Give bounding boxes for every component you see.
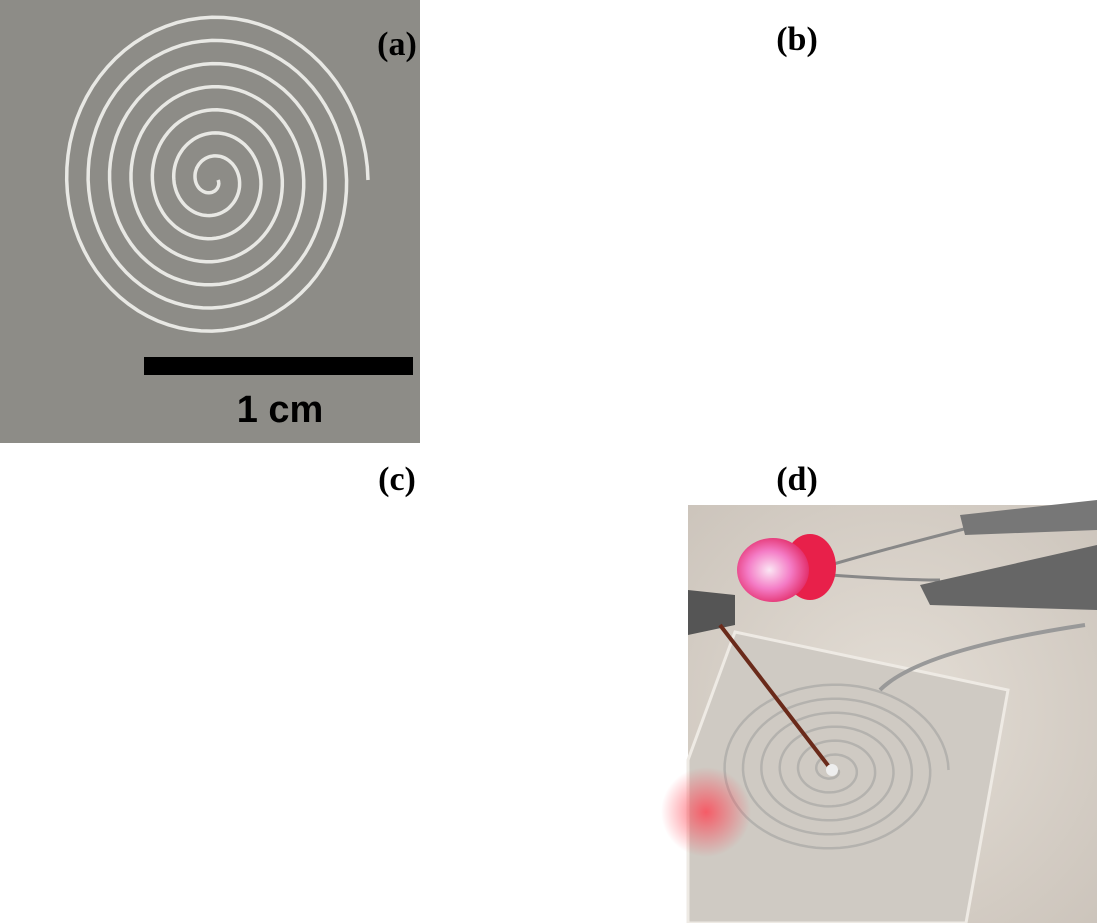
panel-label: (b) <box>776 21 818 58</box>
panel-d-photo <box>661 500 1097 923</box>
panel-label: (a) <box>377 26 417 63</box>
spiral-d <box>723 683 950 850</box>
panel-a-photo: 1 cm <box>0 0 420 443</box>
scale-bar <box>144 357 413 375</box>
panel-label: (c) <box>378 461 416 498</box>
scale-bar-label: 1 cm <box>237 389 324 431</box>
panel-label: (d) <box>776 461 818 498</box>
spiral-a <box>64 15 370 333</box>
